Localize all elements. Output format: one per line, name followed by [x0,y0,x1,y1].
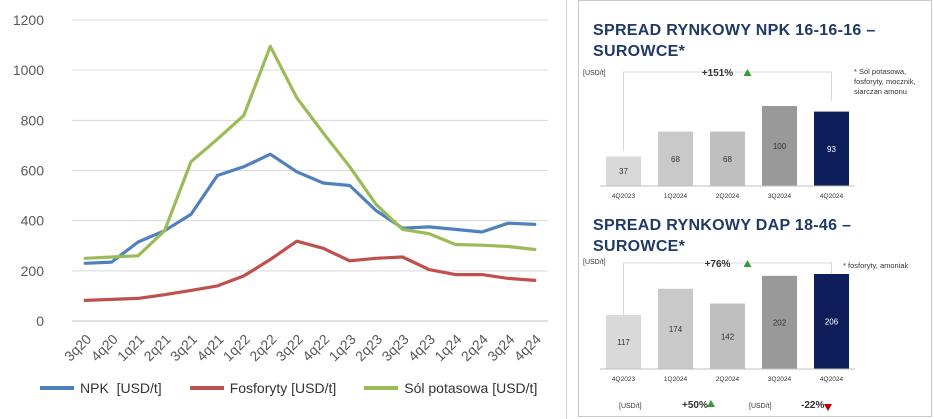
x-tick-label: 4Q2024 [820,193,844,200]
bar-value-label: 206 [825,318,839,327]
legend: NPK [USD/t] Fosforyty [USD/t] Sól potasowa… [40,380,537,396]
y-tick-label: 1200 [13,12,44,28]
series-line-1 [83,239,537,302]
npk-spread-title: SPREAD RYNKOWY NPK 16-16-16 – SUROWCE* [593,22,876,60]
x-tick-label: 3q20 [61,331,94,364]
change-label: +50% [682,400,708,411]
footnote: * fosforyty, amoniak [843,261,909,270]
change-bracket [623,71,832,151]
x-tick-label: 4Q2024 [820,376,844,383]
y-tick-label: 600 [21,163,45,179]
x-tick-label: 1q24 [431,331,464,364]
bar [814,111,849,186]
legend-label: Sól potasowa [USD/t] [404,380,538,396]
series-line-0 [83,152,537,265]
change-label: +76% [705,259,731,270]
bar [658,131,693,186]
legend-label: NPK [USD/t] [80,380,162,396]
x-tick-label: 4q21 [193,331,226,364]
x-tick-label: 4Q2023 [612,193,636,200]
x-tick-label: 1Q2024 [664,193,688,200]
x-tick-label: 1Q2024 [664,376,688,383]
legend-item: Fosforyty [USD/t] [189,380,337,396]
y-tick-label: 200 [21,263,45,279]
legend-label: Fosforyty [USD/t] [229,380,337,396]
x-tick-label: 3Q2024 [768,376,792,383]
x-tick-label: 2Q2024 [716,193,740,200]
bar [762,275,797,369]
x-tick-label: 3q23 [378,331,411,364]
line-chart: 0200400600800100012003q204q201q212q213q2… [13,12,548,364]
bar [814,274,849,369]
unit-label: [USD/t] [583,259,606,266]
dap-spread-title: SPREAD RYNKOWY DAP 18-46 – SUROWCE* [593,217,852,255]
up-arrow-icon [743,69,752,76]
legend-swatch [40,386,74,390]
bar [762,106,797,186]
x-tick-label: 1q22 [220,331,253,364]
x-tick-label: 1q21 [114,331,147,364]
x-tick-label: 2q24 [458,331,491,364]
x-tick-label: 3q21 [167,331,200,364]
y-tick-label: 0 [36,313,44,329]
bar [658,288,693,369]
x-tick-label: 4Q2023 [612,376,636,383]
down-arrow-icon [824,404,832,411]
bar-value-label: 174 [669,325,683,334]
x-tick-label: 2Q2024 [716,376,740,383]
bar-value-label: 142 [721,332,735,341]
x-tick-label: 4q24 [511,331,544,364]
bar [710,303,745,369]
y-tick-label: 800 [21,112,45,128]
bar-value-label: 68 [723,155,732,164]
up-arrow-icon [707,400,715,407]
x-tick-label: 4q23 [405,331,438,364]
y-tick-label: 400 [21,213,45,229]
x-tick-label: 4q20 [88,331,121,364]
legend-item: Sól potasowa [USD/t] [364,380,537,396]
legend-swatch [189,386,224,390]
footnote: * Sól potasowa, fosforyty, mocznik, siarcz… [854,67,916,96]
legend-swatch [364,386,399,390]
x-tick-label: 3q24 [484,331,517,364]
x-tick-label: 1q23 [326,331,359,364]
unit-label: [USD/t] [619,403,642,410]
spread-panel: SPREAD RYNKOWY NPK 16-16-16 – SUROWCE* S… [578,0,932,417]
up-arrow-icon [743,260,752,267]
bar-value-label: 100 [773,142,787,151]
bar-value-label: 93 [827,145,836,154]
y-tick-label: 1000 [13,62,44,78]
bar [606,315,641,369]
x-tick-label: 2q21 [140,331,173,364]
x-tick-label: 2q23 [352,331,385,364]
bar-value-label: 68 [671,155,680,164]
legend-item: NPK [USD/t] [40,380,162,396]
unit-label: [USD/t] [749,403,772,410]
x-tick-label: 2q22 [246,331,279,364]
change-label: -22% [801,400,824,411]
x-tick-label: 3q22 [273,331,306,364]
bar-value-label: 117 [617,338,630,347]
unit-label: [USD/t] [583,70,606,77]
change-label: +151% [702,68,734,79]
x-tick-label: 4q22 [299,331,332,364]
bar [606,156,641,186]
bar-value-label: 202 [773,318,787,327]
bar [710,131,745,186]
line-chart-panel: 0 200 400 600 800 1000 1200 3q20 4q20 1q21 2q21 3q2… [12,0,567,419]
spread-bar-charts: +151% [USD/t] 37 4Q2023 68 1Q2024 68 2Q2024 100 3… [583,67,916,411]
x-tick-label: 3Q2024 [768,193,792,200]
bar-value-label: 37 [619,167,628,176]
series-line-2 [83,44,537,260]
